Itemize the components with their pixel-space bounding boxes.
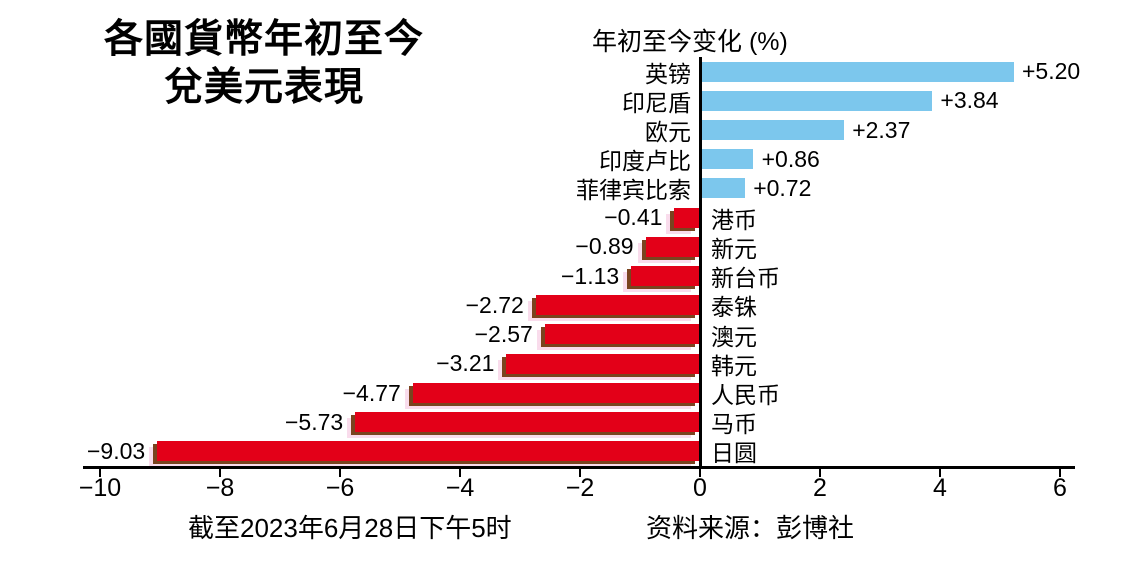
positive-bar [701, 90, 932, 111]
x-axis-tick-mark [459, 468, 461, 477]
category-label: 韩元 [711, 352, 757, 379]
x-axis-tick-label: −8 [205, 474, 235, 502]
axis-title: 年初至今变化 (%) [592, 28, 788, 56]
value-label: −2.72 [465, 291, 524, 318]
bar-row: 韩元 −3.21 [85, 349, 1075, 379]
x-axis-tick-mark [219, 468, 221, 477]
as-of-note: 截至2023年6月28日下午5时 [188, 513, 512, 543]
value-label: −5.73 [285, 408, 344, 435]
bar-row: 新台币 −1.13 [85, 262, 1075, 292]
value-label: −0.89 [575, 233, 634, 260]
positive-bar [701, 178, 745, 199]
zero-axis-line [698, 57, 702, 468]
negative-bar [645, 236, 699, 257]
category-label: 印度卢比 [599, 148, 691, 175]
value-label: −9.03 [87, 437, 146, 464]
value-label: +0.86 [761, 145, 820, 172]
value-label: −4.77 [342, 379, 401, 406]
value-label: +2.37 [852, 116, 911, 143]
bar-row: 日圆 −9.03 [85, 437, 1075, 467]
negative-bar [631, 266, 699, 287]
category-label: 马币 [711, 411, 757, 438]
category-label: 泰铢 [711, 294, 757, 321]
bar-row: 印度卢比 +0.86 [85, 145, 1075, 175]
positive-bar [701, 61, 1014, 82]
category-label: 澳元 [711, 323, 757, 350]
chart-title-line1: 各國貨幣年初至今 [103, 18, 424, 61]
x-axis-line [83, 466, 1075, 469]
category-label: 人民币 [711, 382, 780, 409]
category-label: 港币 [711, 206, 757, 233]
bar-row: 菲律宾比索 +0.72 [85, 174, 1075, 204]
value-label: −0.41 [604, 204, 663, 231]
source-note: 资料来源：彭博社 [646, 513, 855, 543]
bar-rows: 英镑 +5.20 印尼盾 +3.84 欧元 +2.37 印度卢比 +0.86 菲律宾比索 +0.7… [85, 57, 1080, 467]
negative-bar [674, 207, 699, 228]
category-label: 菲律宾比索 [576, 177, 691, 204]
x-axis-tick-mark [339, 468, 341, 477]
x-axis-tick-mark [99, 468, 101, 477]
x-axis-tick-mark [1059, 468, 1061, 477]
chart-title: 各國貨幣年初至今 兌美元表現 [58, 16, 470, 113]
value-label: +3.84 [940, 87, 999, 114]
x-axis-tick-mark [939, 468, 941, 477]
bar-row: 港币 −0.41 [85, 203, 1075, 233]
positive-bar [701, 119, 844, 140]
category-label: 印尼盾 [622, 89, 691, 116]
negative-bar [535, 295, 699, 316]
category-label: 新台币 [711, 265, 780, 292]
chart-title-line2: 兌美元表現 [163, 66, 364, 110]
x-axis-tick-mark [819, 468, 821, 477]
negative-bar [544, 324, 699, 345]
x-axis-tick-label: −4 [445, 474, 475, 502]
x-axis-tick-mark [699, 468, 701, 477]
category-label: 新元 [711, 235, 757, 262]
value-label: −2.57 [474, 321, 533, 348]
x-axis-tick-label: 6 [1053, 474, 1067, 502]
x-axis-tick-label: −2 [565, 474, 595, 502]
bar-row: 泰铢 −2.72 [85, 291, 1075, 321]
x-axis-tick-label: 0 [693, 474, 707, 502]
value-label: +0.72 [753, 174, 812, 201]
bar-row: 印尼盾 +3.84 [85, 86, 1075, 116]
x-axis-tick-label: 2 [813, 474, 827, 502]
bar-row: 人民币 −4.77 [85, 378, 1075, 409]
plot-area: 英镑 +5.20 印尼盾 +3.84 欧元 +2.37 印度卢比 +0.86 菲律宾比索 +0.7… [79, 57, 1080, 502]
negative-bar [506, 353, 699, 374]
bar-row: 英镑 +5.20 [85, 57, 1080, 87]
bar-row: 马币 −5.73 [85, 408, 1075, 438]
x-axis-tick-label: −10 [78, 474, 122, 502]
category-label: 欧元 [645, 119, 691, 146]
x-axis-tick-label: −6 [325, 474, 355, 502]
negative-bar [355, 412, 699, 433]
category-label: 日圆 [711, 440, 757, 467]
negative-bar [157, 441, 699, 462]
bar-row: 澳元 −2.57 [85, 320, 1075, 350]
bar-row: 欧元 +2.37 [85, 115, 1075, 146]
value-label: +5.20 [1022, 58, 1081, 85]
value-label: −3.21 [436, 350, 495, 377]
positive-bar [701, 149, 754, 170]
x-axis-tick-mark [579, 468, 581, 477]
bar-row: 新元 −0.89 [85, 232, 1075, 262]
category-label: 英镑 [645, 60, 691, 87]
value-label: −1.13 [561, 262, 620, 289]
x-axis-tick-label: 4 [933, 474, 947, 502]
negative-bar [412, 382, 699, 403]
